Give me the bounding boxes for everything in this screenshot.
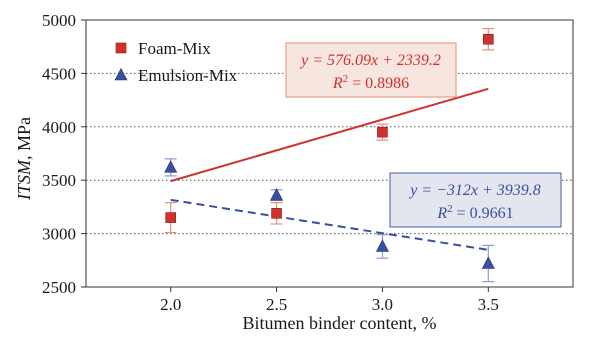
r-squared-emulsion-mix-label: R (436, 205, 447, 222)
y-tick-label-3000: 3000 (42, 225, 76, 244)
equation-foam-mix-prefix: y = (299, 52, 327, 69)
y-tick-label-4500: 4500 (42, 64, 76, 83)
legend-marker-emulsion-mix (114, 67, 128, 81)
x-tick-label-1: 2.5 (266, 295, 287, 314)
y-tick-label-5000: 5000 (42, 11, 76, 30)
data-point-emulsion-mix-0 (164, 160, 178, 173)
data-point-foam-mix-2 (377, 126, 388, 138)
legend-marker-foam-mix (115, 42, 127, 54)
equation-foam-mix: y = 576.09x + 2339.2 (299, 52, 441, 69)
data-point-foam-mix-0 (165, 212, 176, 223)
trendline-foam-mix (170, 87, 489, 183)
equation-box-foam-mix: y = 576.09x + 2339.2 R2 = 0.8986 (285, 42, 457, 98)
equation-emulsion-mix: y = −312x + 3939.8 (408, 182, 541, 199)
r-squared-emulsion-mix: R2 = 0.9661 (436, 203, 513, 222)
x-tick-label-0: 2.0 (160, 295, 181, 314)
data-point-emulsion-mix-1 (270, 188, 284, 201)
equation-emulsion-mix-body: −312x + 3939.8 (436, 182, 541, 199)
trendline-emulsion-mix (170, 198, 489, 251)
data-point-foam-mix-1 (271, 208, 282, 219)
legend-label-emulsion-mix: Emulsion-Mix (138, 66, 238, 85)
data-point-emulsion-mix-2 (375, 239, 389, 252)
x-axis-title: Bitumen binder content, % (243, 313, 437, 332)
y-axis-title: ITSM, MPa (14, 117, 34, 201)
y-tick-label-4000: 4000 (42, 118, 76, 137)
x-tick-label-2: 3.0 (372, 295, 393, 314)
r-squared-emulsion-mix-value: = 0.9661 (453, 205, 514, 222)
r-squared-foam-mix-value: = 0.8986 (348, 75, 409, 92)
legend-label-foam-mix: Foam-Mix (138, 39, 211, 58)
trendlines (170, 87, 489, 251)
equation-foam-mix-body: 576.09x + 2339.2 (327, 52, 441, 69)
equation-emulsion-mix-prefix: y = (408, 182, 436, 199)
gridlines (86, 72, 573, 235)
r-squared-foam-mix: R2 = 0.8986 (332, 73, 409, 92)
y-axis-title-unit: , MPa (14, 117, 34, 160)
plot-frame (85, 19, 574, 288)
axis-ticks: 2500 3000 3500 4000 4500 5000 2.0 2.5 3.0 3.5 (42, 11, 499, 314)
y-axis-title-symbol: ITSM (14, 159, 34, 201)
data-markers (164, 33, 495, 269)
equation-box-foam-mix-background (285, 42, 457, 98)
equation-box-emulsion-mix: y = −312x + 3939.8 R2 = 0.9661 (389, 172, 562, 228)
r-squared-foam-mix-sup: 2 (343, 73, 349, 85)
legend: Foam-Mix Emulsion-Mix (114, 39, 238, 85)
legend-swatch-foam-mix (115, 42, 127, 54)
y-tick-label-2500: 2500 (42, 278, 76, 297)
legend-swatch-emulsion-mix (114, 67, 128, 81)
data-point-emulsion-mix-3 (481, 256, 495, 269)
r-squared-emulsion-mix-sup: 2 (447, 203, 453, 215)
x-tick-label-3: 3.5 (478, 295, 499, 314)
r-squared-foam-mix-label: R (332, 75, 343, 92)
equation-box-emulsion-mix-background (389, 172, 562, 228)
data-point-foam-mix-3 (483, 33, 494, 45)
y-tick-label-3500: 3500 (42, 171, 76, 190)
